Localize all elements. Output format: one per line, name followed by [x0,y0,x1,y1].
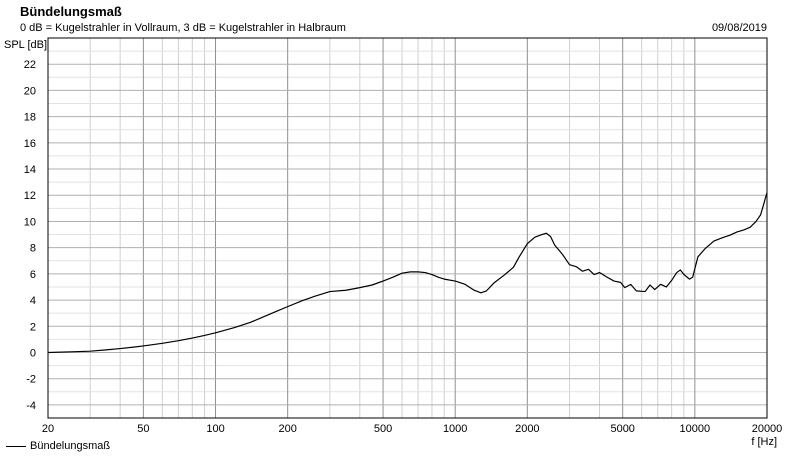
y-axis-ticks: -4 -2 0 2 4 6 8 10 12 14 16 18 20 22 [24,59,36,412]
x-tick-label: 10000 [680,423,711,435]
y-tick-label: 12 [24,190,36,202]
series-layer [47,192,768,354]
y-tick-label: 10 [24,216,36,228]
x-tick-label: 2000 [515,423,539,435]
x-axis-ticks: 20 50 100 200 500 1000 2000 5000 10000 20000 [42,423,782,435]
x-tick-label: 50 [137,423,149,435]
y-tick-label: 18 [24,112,36,124]
x-tick-label: 200 [278,423,296,435]
x-tick-label: 500 [374,423,392,435]
series-line-buendelungsmass [47,192,768,354]
grid-major [47,38,768,418]
x-axis-label: f [Hz] [751,436,777,448]
legend-label: Bündelungsmaß [30,440,111,452]
y-tick-label: 2 [30,321,36,333]
legend-swatch [6,445,26,447]
plot-frame [47,37,768,419]
y-tick-label: 16 [24,138,36,150]
x-tick-label: 20 [42,423,54,435]
y-tick-label: -4 [26,400,36,412]
y-tick-label: 4 [30,295,36,307]
y-tick-label: 6 [30,269,36,281]
y-tick-label: 20 [24,85,36,97]
chart-title: Bündelungsmaß [20,4,122,19]
x-tick-label: 100 [206,423,224,435]
y-tick-label: 8 [30,243,36,255]
y-tick-label: 22 [24,59,36,71]
x-tick-label: 20000 [752,423,783,435]
grid-minor [48,37,767,419]
x-tick-label: 1000 [443,423,467,435]
y-tick-label: 14 [24,164,36,176]
y-tick-label: -2 [26,374,36,386]
y-tick-label: 0 [30,347,36,359]
y-axis-label: SPL [dB] [4,39,47,51]
x-tick-label: 5000 [610,423,634,435]
chart-date: 09/08/2019 [711,22,767,34]
legend: Bündelungsmaß [6,440,110,452]
chart-subtitle: 0 dB = Kugelstrahler in Vollraum, 3 dB =… [20,22,346,34]
